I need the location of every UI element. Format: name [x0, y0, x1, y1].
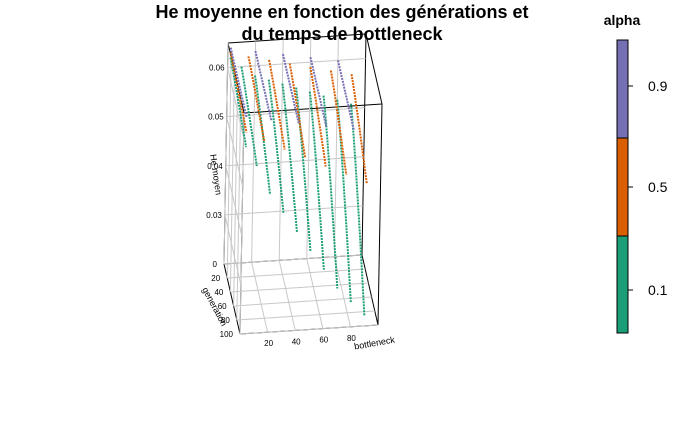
y-tick-label: 40	[214, 288, 223, 297]
grid-line	[278, 260, 296, 331]
grid-line	[226, 56, 232, 279]
series-line-alpha-0.1-70	[322, 95, 339, 289]
grid-line	[229, 70, 235, 293]
box-edge	[223, 263, 241, 335]
plot-box	[223, 33, 383, 335]
grid-line	[225, 165, 243, 236]
grid-line	[227, 268, 366, 279]
grid-line	[230, 282, 369, 293]
grid-line	[236, 310, 375, 321]
x-tick-label: 20	[264, 339, 273, 348]
grid-line	[224, 214, 242, 286]
grid-lines	[223, 35, 379, 335]
grid-line	[278, 39, 284, 261]
box-edge	[361, 254, 379, 326]
legend-swatch-0.9	[616, 39, 629, 139]
grid-line	[239, 324, 379, 335]
grid-line	[223, 254, 363, 265]
series-line-alpha-0.1-50	[295, 87, 312, 251]
box-edge	[227, 33, 367, 44]
series-line-alpha-0.5-2	[229, 52, 248, 133]
series-line-alpha-0.1-30	[267, 79, 285, 214]
grid-line	[223, 42, 229, 265]
series-line-alpha-0.9-20	[254, 50, 273, 122]
series-layer	[229, 47, 368, 317]
legend: alpha 0.9 0.5 0.1	[604, 12, 668, 334]
grid-line	[333, 35, 339, 257]
series-line-alpha-0.5-75	[329, 70, 348, 176]
series-line-alpha-0.5-60	[309, 66, 327, 167]
grid-line	[306, 37, 312, 259]
series-line-alpha-0.1-90	[350, 103, 366, 317]
legend-title: alpha	[604, 12, 641, 28]
chart-title-line-1: He moyenne en fonction des générations e…	[155, 2, 528, 22]
legend-label-0.5: 0.5	[648, 179, 668, 195]
grid-line	[233, 296, 372, 307]
grid-line	[227, 67, 245, 138]
x-tick-label: 40	[292, 337, 301, 346]
legend-label-0.9: 0.9	[648, 78, 668, 94]
chart-title-line-2: du temps de bottleneck	[241, 24, 443, 44]
series-line-alpha-0.1-10	[240, 66, 258, 167]
series-line-alpha-0.5-90	[350, 74, 368, 184]
series-line-alpha-0.1-20	[254, 75, 272, 195]
series-line-alpha-0.1-40	[281, 83, 298, 233]
grid-line	[225, 156, 364, 167]
grid-line	[333, 256, 351, 327]
x-tick-label: 60	[319, 336, 328, 345]
series-line-alpha-0.9-40	[281, 53, 300, 125]
z-tick-label: 0.05	[208, 113, 224, 122]
grid-line	[226, 116, 244, 187]
grid-line	[224, 205, 363, 216]
series-line-alpha-0.5-15	[247, 56, 266, 142]
grid-line	[236, 98, 242, 321]
x-axis-label: bottleneck	[353, 334, 396, 351]
grid-line	[239, 112, 245, 335]
y-tick-label: 80	[221, 316, 230, 325]
series-line-alpha-0.5-45	[288, 63, 307, 159]
y-tick-label: 0	[213, 260, 218, 269]
axis-ticks: 20 40 60 80 0 20 40 60 80 100 0.03 0.04 0.05 0.06	[206, 64, 356, 349]
legend-swatch-0.5	[616, 137, 629, 237]
grid-line	[233, 84, 239, 307]
y-tick-label: 100	[220, 330, 234, 339]
z-tick-label: 0.06	[209, 64, 225, 73]
z-axis-label: He moyen	[208, 154, 224, 196]
box-edge	[365, 33, 383, 105]
legend-swatch-0.1	[616, 235, 629, 334]
y-tick-label: 20	[211, 274, 220, 283]
series-line-alpha-0.1-80	[336, 99, 352, 303]
series-line-alpha-0.1-2	[229, 57, 248, 148]
x-tick-label: 80	[347, 334, 356, 343]
grid-line	[251, 41, 257, 263]
z-tick-label: 0.04	[207, 162, 223, 171]
series-line-alpha-0.5-30	[268, 59, 286, 150]
grid-line	[306, 258, 324, 329]
legend-label-0.1: 0.1	[648, 282, 668, 298]
series-line-alpha-0.9-60	[309, 56, 328, 128]
box-edge	[377, 103, 383, 326]
y-tick-label: 60	[218, 302, 227, 311]
box-edge	[243, 103, 383, 114]
z-tick-label: 0.03	[206, 211, 222, 220]
grid-line	[251, 262, 269, 333]
box-edge	[361, 33, 367, 256]
series-line-alpha-0.1-60	[308, 91, 325, 270]
series-line-alpha-0.9-80	[337, 60, 355, 131]
